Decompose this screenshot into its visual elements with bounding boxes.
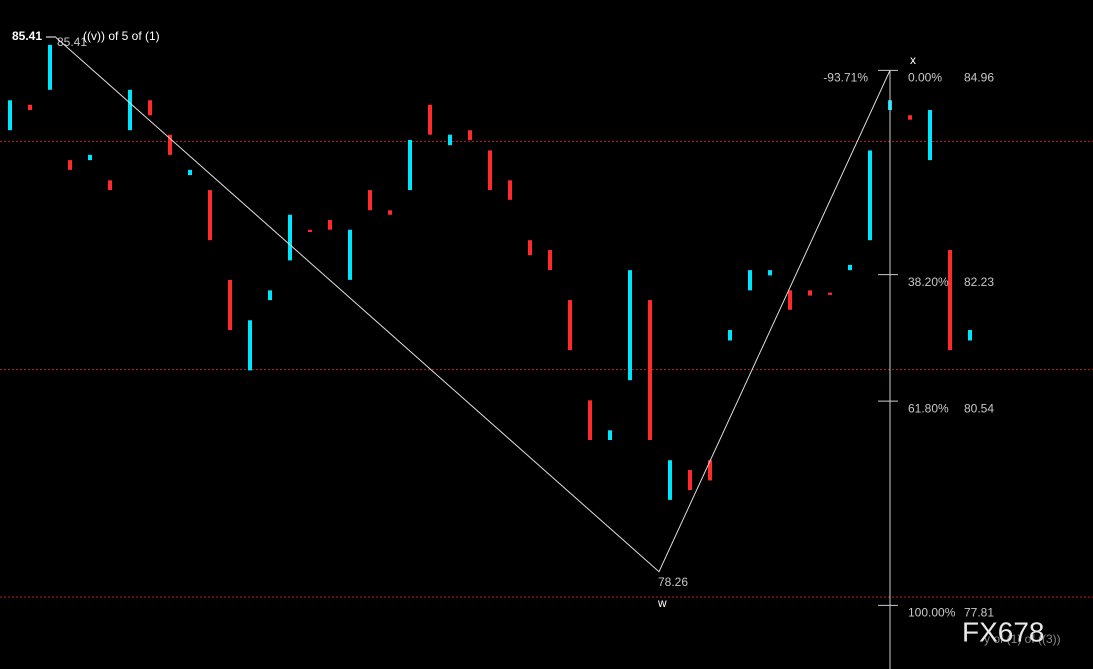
w-label: w — [657, 596, 667, 610]
fib-price: 84.96 — [964, 71, 994, 85]
watermark: FX678 — [962, 616, 1045, 647]
candle — [368, 190, 372, 211]
candle — [228, 279, 232, 331]
zigzag — [54, 36, 891, 573]
candle — [208, 190, 212, 241]
fib-percent: 0.00% — [908, 71, 942, 85]
candle — [488, 150, 492, 191]
candle — [928, 110, 932, 161]
candle — [548, 249, 552, 271]
candle — [708, 460, 712, 481]
high-bold-label: 85.41 — [12, 29, 42, 43]
fib-price: 77.81 — [964, 606, 994, 620]
candle — [788, 290, 792, 310]
candle — [308, 229, 312, 232]
fib-percent: 38.20% — [908, 275, 949, 289]
candle — [628, 270, 632, 381]
fib-percent: 100.00% — [908, 606, 956, 620]
candle — [68, 160, 72, 170]
candle — [528, 240, 532, 256]
fib-price: 82.23 — [964, 275, 994, 289]
candle — [468, 130, 472, 140]
wave-label: ((v)) of 5 of (1) — [83, 29, 160, 43]
candle — [648, 300, 652, 441]
candle — [748, 270, 752, 291]
y-label: y of (1) of ((3)) — [984, 632, 1061, 646]
candle — [188, 169, 192, 176]
fib-extension-label: -93.71% — [823, 71, 868, 85]
candle — [328, 220, 332, 230]
candle — [508, 180, 512, 200]
candle — [168, 134, 172, 155]
candle — [268, 290, 272, 301]
candle — [608, 430, 612, 441]
candle — [388, 210, 392, 215]
candle — [288, 214, 292, 261]
candle — [28, 104, 32, 111]
candle — [948, 249, 952, 351]
candle — [828, 292, 832, 295]
candle — [808, 290, 812, 296]
low-label: 78.26 — [658, 575, 688, 589]
candle — [448, 134, 452, 146]
candle — [868, 150, 872, 241]
candle — [568, 300, 572, 351]
candle — [668, 460, 672, 500]
fib-price: 80.54 — [964, 401, 994, 415]
candle — [908, 115, 912, 120]
fib-percent: 61.80% — [908, 401, 949, 415]
candle — [88, 154, 92, 161]
candle — [768, 270, 772, 276]
candle — [348, 229, 352, 280]
x-label: x — [910, 53, 916, 67]
candle — [48, 44, 52, 90]
candle — [848, 264, 852, 271]
candle — [728, 330, 732, 341]
candle — [128, 89, 132, 131]
candle — [968, 330, 972, 341]
candle — [148, 100, 152, 116]
candle — [8, 100, 12, 131]
candle — [588, 400, 592, 441]
candle — [408, 139, 412, 191]
candle — [248, 320, 252, 371]
candle — [688, 469, 692, 491]
candle — [108, 180, 112, 191]
candle — [428, 104, 432, 135]
